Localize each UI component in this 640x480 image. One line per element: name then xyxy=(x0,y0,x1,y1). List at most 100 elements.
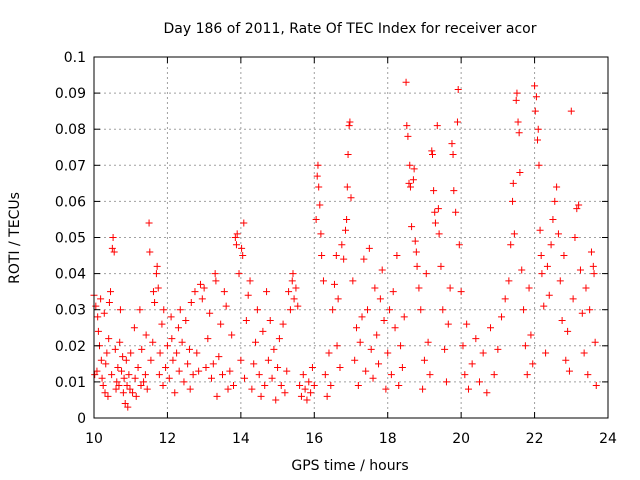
data-point xyxy=(122,356,130,364)
data-point xyxy=(140,378,148,386)
data-point xyxy=(345,122,353,130)
data-point xyxy=(515,129,523,137)
data-point xyxy=(154,284,162,292)
data-point xyxy=(297,392,305,400)
data-point xyxy=(441,345,449,353)
data-point xyxy=(246,277,254,285)
data-point xyxy=(553,183,561,191)
data-point xyxy=(142,331,150,339)
data-point xyxy=(397,342,405,350)
data-point xyxy=(313,172,321,180)
data-point xyxy=(120,374,128,382)
data-point xyxy=(429,150,437,158)
y-tick-label: 0.02 xyxy=(55,339,86,355)
data-point xyxy=(138,345,146,353)
data-point xyxy=(94,313,102,321)
y-tick-label: 0.07 xyxy=(55,158,86,174)
data-point xyxy=(108,244,116,252)
data-point xyxy=(184,360,192,368)
data-point xyxy=(238,244,246,252)
data-point xyxy=(290,295,298,303)
data-point xyxy=(450,187,458,195)
data-point xyxy=(509,197,517,205)
data-point xyxy=(255,371,263,379)
data-point xyxy=(141,371,149,379)
data-point xyxy=(461,371,469,379)
data-point xyxy=(109,234,117,241)
data-point xyxy=(527,331,535,339)
data-point xyxy=(362,367,370,375)
data-point xyxy=(420,356,428,364)
data-point xyxy=(587,248,595,256)
data-points xyxy=(90,78,600,411)
data-point xyxy=(398,363,406,371)
data-point xyxy=(330,280,338,288)
y-tick-label: 0.01 xyxy=(55,375,86,391)
data-point xyxy=(173,349,181,357)
data-point xyxy=(312,215,320,223)
data-point xyxy=(257,392,265,400)
data-point xyxy=(523,371,531,379)
data-point xyxy=(319,277,327,285)
data-point xyxy=(586,306,594,314)
data-point xyxy=(315,183,323,191)
data-point xyxy=(537,252,545,260)
data-point xyxy=(505,277,513,285)
data-point xyxy=(169,356,177,364)
data-point xyxy=(510,230,518,238)
data-point xyxy=(231,234,239,241)
data-point xyxy=(409,176,417,184)
data-point xyxy=(149,338,157,346)
data-point xyxy=(308,363,316,371)
data-point xyxy=(389,288,397,296)
data-point xyxy=(270,345,278,353)
data-point xyxy=(107,288,115,296)
data-point xyxy=(534,136,542,144)
data-point xyxy=(353,324,361,332)
data-point xyxy=(419,385,427,393)
data-point xyxy=(518,266,526,274)
data-point xyxy=(155,371,163,379)
data-point xyxy=(424,338,432,346)
data-point xyxy=(145,219,153,227)
data-point xyxy=(321,371,329,379)
data-point xyxy=(422,270,430,278)
data-point xyxy=(329,306,337,314)
data-point xyxy=(171,389,179,397)
data-point xyxy=(174,324,182,332)
data-point xyxy=(279,320,287,328)
data-point xyxy=(382,385,390,393)
data-point xyxy=(498,313,506,321)
data-point xyxy=(252,338,260,346)
data-point xyxy=(351,356,359,364)
data-point xyxy=(560,252,568,260)
data-point xyxy=(364,306,372,314)
data-point xyxy=(314,161,322,169)
data-point xyxy=(404,132,412,140)
x-tick-label: 14 xyxy=(232,431,250,447)
data-point xyxy=(556,277,564,285)
data-point xyxy=(343,215,351,223)
data-point xyxy=(116,338,124,346)
data-point xyxy=(213,392,221,400)
data-point xyxy=(369,374,377,382)
data-point xyxy=(182,317,190,325)
data-point xyxy=(146,248,154,256)
data-point xyxy=(100,309,108,317)
data-point xyxy=(127,349,135,357)
data-point xyxy=(277,382,285,390)
data-point xyxy=(99,382,107,390)
data-point xyxy=(540,302,548,310)
data-point xyxy=(371,284,379,292)
data-point xyxy=(402,78,410,86)
data-point xyxy=(325,349,333,357)
data-point xyxy=(584,371,592,379)
axis-ticks xyxy=(93,56,609,419)
x-axis-label: GPS time / hours xyxy=(291,458,408,474)
data-point xyxy=(439,306,447,314)
data-point xyxy=(168,335,176,343)
data-point xyxy=(487,324,495,332)
data-point xyxy=(509,179,517,187)
data-point xyxy=(525,284,533,292)
data-point xyxy=(268,374,276,382)
